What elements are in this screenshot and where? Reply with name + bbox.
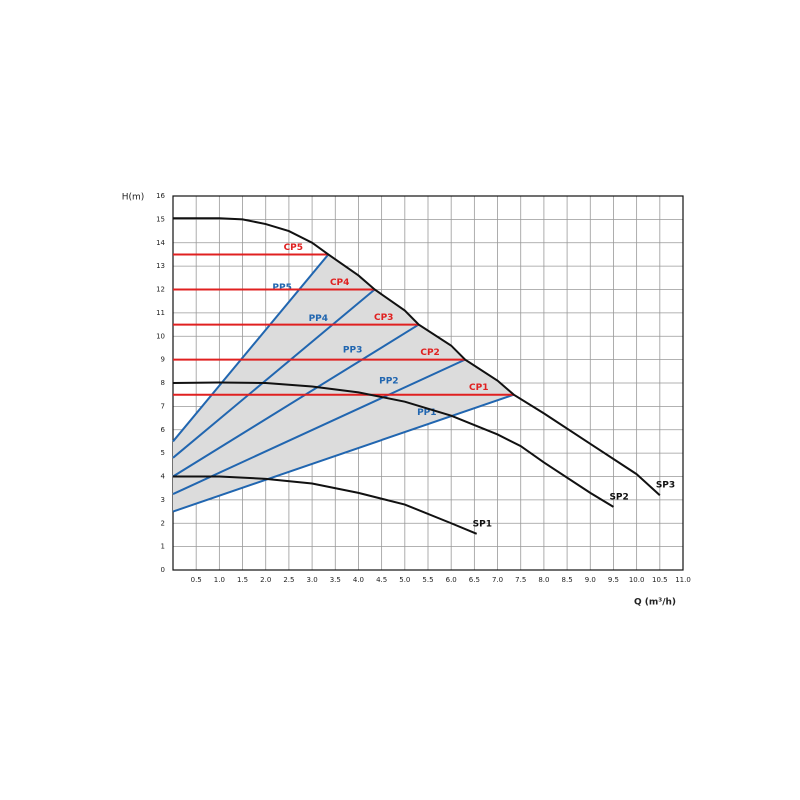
x-tick-label: 1.5 (237, 576, 248, 584)
series-label: PP5 (272, 283, 291, 293)
y-tick-label: 8 (161, 379, 165, 387)
x-tick-label: 4.5 (376, 576, 387, 584)
y-tick-label: 0 (161, 566, 165, 574)
series-line (173, 217, 661, 496)
x-tick-label: 7.0 (492, 576, 503, 584)
x-tick-label: 10.0 (629, 576, 645, 584)
series-label: SP1 (473, 519, 492, 529)
x-tick-label: 6.0 (446, 576, 457, 584)
x-tick-label: 3.0 (307, 576, 318, 584)
series-label: PP1 (417, 408, 436, 418)
x-tick-label: 5.0 (399, 576, 410, 584)
y-tick-label: 4 (161, 473, 166, 481)
series-line (172, 253, 330, 443)
y-tick-label: 15 (156, 215, 165, 223)
x-tick-label: 10.5 (652, 576, 668, 584)
y-tick-label: 9 (161, 356, 165, 364)
y-tick-label: 1 (161, 543, 165, 551)
y-axis-label: H(m) (122, 193, 145, 203)
series-label: CP5 (284, 243, 303, 253)
series-line (172, 381, 614, 508)
y-tick-label: 16 (156, 192, 165, 200)
x-tick-label: 8.5 (562, 576, 573, 584)
x-tick-label: 3.5 (330, 576, 341, 584)
x-axis-label: Q (m³/h) (634, 598, 676, 608)
series-label: PP2 (379, 377, 398, 387)
y-tick-label: 10 (156, 332, 165, 340)
series-label: CP1 (469, 383, 488, 393)
y-tick-label: 13 (156, 262, 165, 270)
series-line (172, 288, 376, 459)
series-label: PP3 (343, 345, 362, 355)
series-label: SP3 (656, 481, 675, 491)
series-label: CP3 (374, 313, 393, 323)
x-tick-label: 4.0 (353, 576, 364, 584)
series-line (172, 393, 515, 513)
x-tick-label: 1.0 (214, 576, 225, 584)
x-tick-label: 11.0 (675, 576, 691, 584)
y-tick-label: 7 (161, 402, 165, 410)
y-tick-label: 11 (156, 309, 165, 317)
y-tick-label: 3 (161, 496, 165, 504)
series-line (173, 475, 478, 535)
x-tick-label: 7.5 (515, 576, 526, 584)
series-line (172, 323, 420, 478)
series-line (172, 358, 466, 495)
series-label: CP2 (420, 348, 439, 358)
y-tick-label: 2 (161, 519, 165, 527)
series-label: SP2 (609, 492, 628, 502)
x-tick-label: 6.5 (469, 576, 480, 584)
x-tick-label: 9.0 (585, 576, 596, 584)
x-tick-label: 2.0 (260, 576, 271, 584)
y-tick-label: 12 (156, 286, 165, 294)
y-tick-label: 6 (161, 426, 166, 434)
x-tick-label: 5.5 (422, 576, 433, 584)
y-tick-label: 5 (161, 449, 165, 457)
series-label: PP4 (309, 314, 328, 324)
x-tick-label: 9.5 (608, 576, 619, 584)
y-tick-label: 14 (156, 239, 165, 247)
series-label: CP4 (330, 278, 349, 288)
x-tick-label: 2.5 (283, 576, 294, 584)
x-tick-label: 0.5 (191, 576, 202, 584)
operating-area (173, 254, 514, 512)
x-tick-label: 8.0 (538, 576, 549, 584)
